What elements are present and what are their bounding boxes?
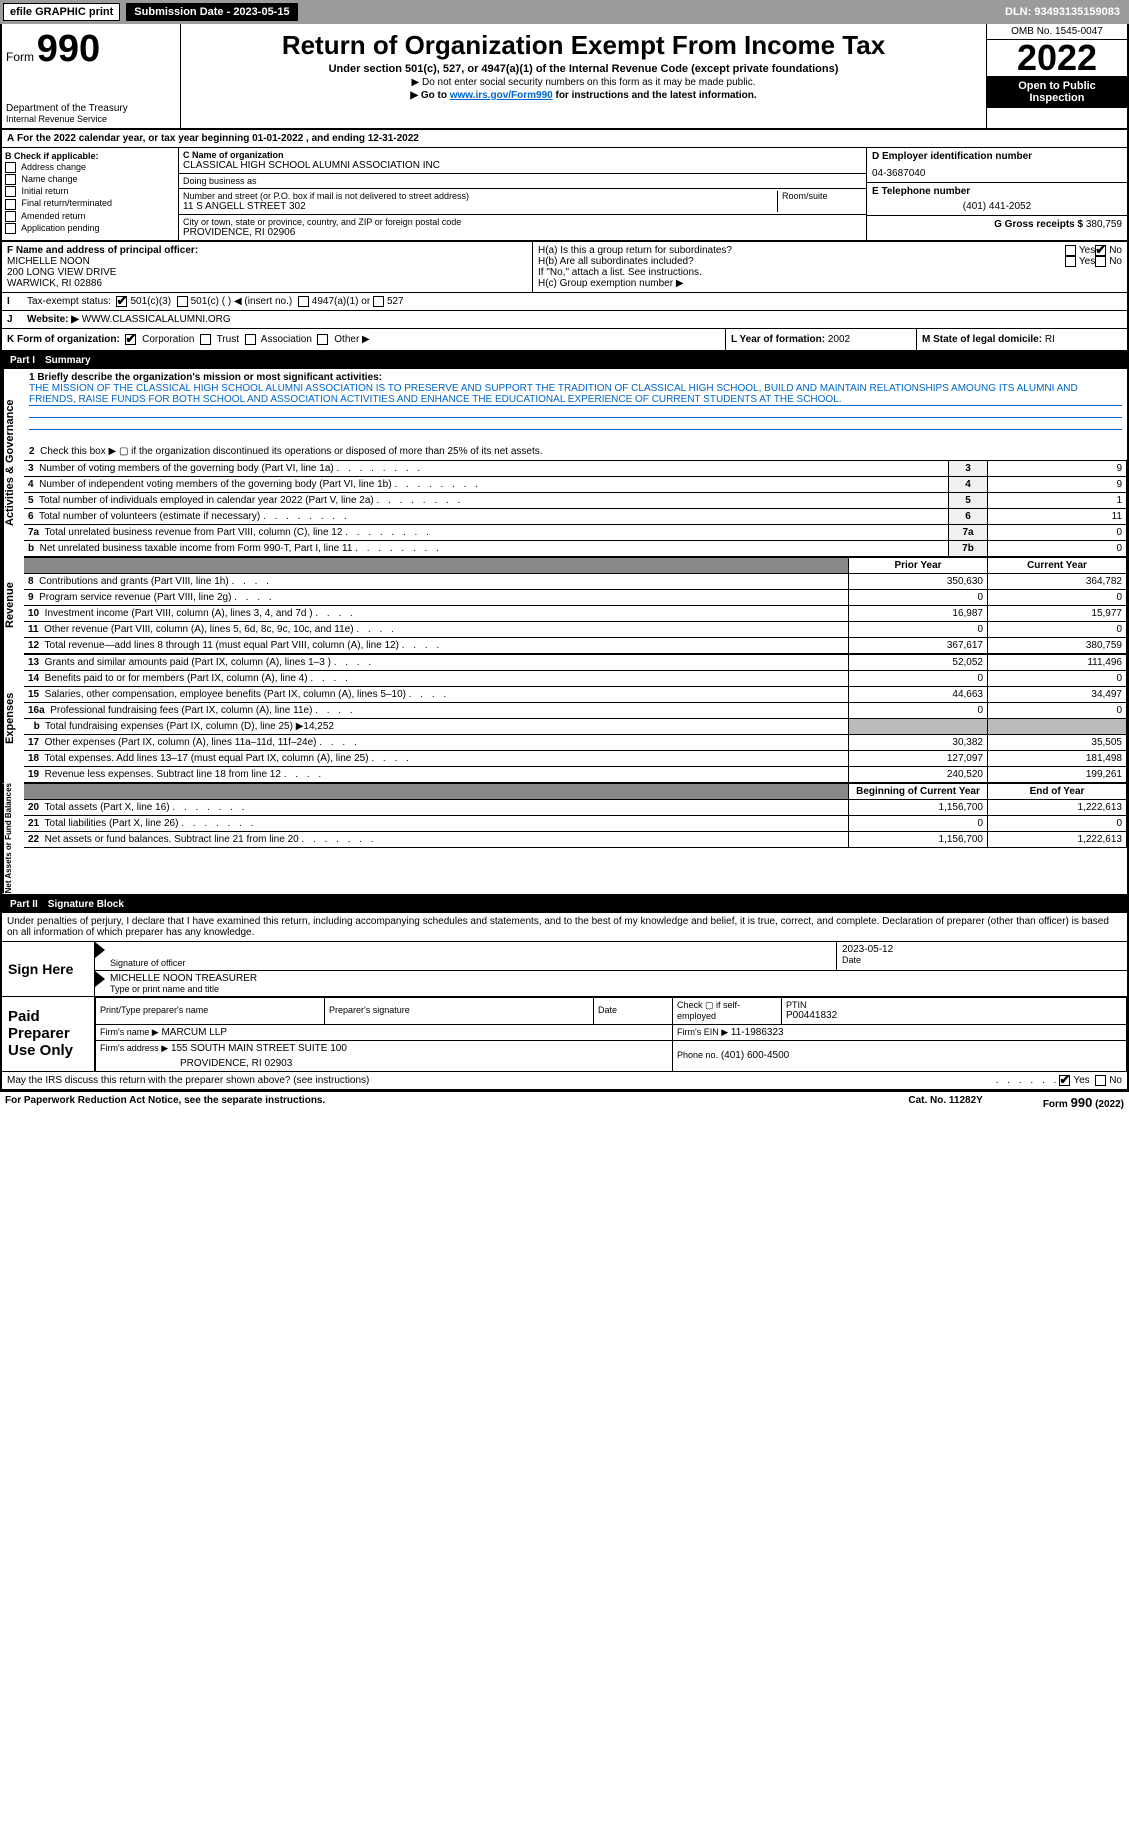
section-i: I Tax-exempt status: 501(c)(3) 501(c) ( … <box>0 293 1129 311</box>
dln: DLN: 93493135159083 <box>1005 6 1126 18</box>
footer: For Paperwork Reduction Act Notice, see … <box>0 1091 1129 1113</box>
arrow-icon <box>95 971 105 987</box>
may-no[interactable] <box>1095 1075 1106 1086</box>
exp-section: Expenses 13 Grants and similar amounts p… <box>0 654 1129 783</box>
rev-section: Revenue Prior YearCurrent Year8 Contribu… <box>0 557 1129 654</box>
goto-note: ▶ Go to www.irs.gov/Form990 for instruct… <box>185 90 982 101</box>
may-yes[interactable] <box>1059 1075 1070 1086</box>
ha-yes[interactable] <box>1065 245 1076 256</box>
hb-yes[interactable] <box>1065 256 1076 267</box>
section-klm: K Form of organization: Corporation Trus… <box>0 329 1129 352</box>
irs-link[interactable]: www.irs.gov/Form990 <box>450 90 553 101</box>
part2-header: Part II Signature Block <box>0 896 1129 913</box>
ha-no[interactable] <box>1095 245 1106 256</box>
section-fh: F Name and address of principal officer:… <box>0 242 1129 293</box>
section-a: A For the 2022 calendar year, or tax yea… <box>0 130 1129 148</box>
city: PROVIDENCE, RI 02906 <box>183 227 862 238</box>
tax-year: 2022 <box>987 40 1127 76</box>
form-subtitle: Under section 501(c), 527, or 4947(a)(1)… <box>185 63 982 75</box>
arrow-icon <box>95 942 105 958</box>
part1-header: Part I Summary <box>0 352 1129 369</box>
net-table: Beginning of Current YearEnd of Year20 T… <box>24 783 1127 848</box>
net-section: Net Assets or Fund Balances Beginning of… <box>0 783 1129 895</box>
website: WWW.CLASSICALALUMNI.ORG <box>82 314 231 325</box>
declaration: Under penalties of perjury, I declare th… <box>0 913 1129 942</box>
top-bar: efile GRAPHIC print Submission Date - 20… <box>0 0 1129 24</box>
street: 11 S ANGELL STREET 302 <box>183 201 777 212</box>
exp-table: 13 Grants and similar amounts paid (Part… <box>24 654 1127 783</box>
form-title: Return of Organization Exempt From Incom… <box>185 30 982 61</box>
open-public: Open to Public Inspection <box>987 76 1127 108</box>
signature-area: Sign Here Signature of officer 2023-05-1… <box>0 942 1129 1091</box>
preparer-table: Print/Type preparer's name Preparer's si… <box>95 997 1127 1071</box>
irs-label: Internal Revenue Service <box>6 114 176 124</box>
col-b: B Check if applicable: Address change Na… <box>2 148 179 240</box>
ein: 04-3687040 <box>872 168 1122 179</box>
org-name: CLASSICAL HIGH SCHOOL ALUMNI ASSOCIATION… <box>183 160 862 171</box>
col-deg: D Employer identification number 04-3687… <box>866 148 1127 240</box>
gross-receipts: 380,759 <box>1086 219 1122 230</box>
a-label: A <box>7 133 14 144</box>
col-c: C Name of organization CLASSICAL HIGH SC… <box>179 148 866 240</box>
form-word: Form <box>6 50 34 64</box>
efile-badge: efile GRAPHIC print <box>3 3 120 21</box>
gov-table: 3 Number of voting members of the govern… <box>24 460 1127 557</box>
signer-name: MICHELLE NOON TREASURER <box>110 973 1122 984</box>
section-j: J Website: ▶ WWW.CLASSICALALUMNI.ORG <box>0 311 1129 329</box>
form-number: 990 <box>37 28 100 70</box>
section-bcde: B Check if applicable: Address change Na… <box>0 148 1129 242</box>
hb-no[interactable] <box>1095 256 1106 267</box>
ssn-note: ▶ Do not enter social security numbers o… <box>185 77 982 88</box>
i-501c3[interactable] <box>116 296 127 307</box>
officer-name: MICHELLE NOON <box>7 256 527 267</box>
phone: (401) 441-2052 <box>872 201 1122 212</box>
mission-text: THE MISSION OF THE CLASSICAL HIGH SCHOOL… <box>29 383 1122 406</box>
dept-treasury: Department of the Treasury <box>6 103 176 114</box>
header: Form 990 Department of the Treasury Inte… <box>0 24 1129 130</box>
rev-table: Prior YearCurrent Year8 Contributions an… <box>24 557 1127 654</box>
gov-section: Activities & Governance 1 Briefly descri… <box>0 369 1129 557</box>
submission-date: Submission Date - 2023-05-15 <box>126 3 297 21</box>
